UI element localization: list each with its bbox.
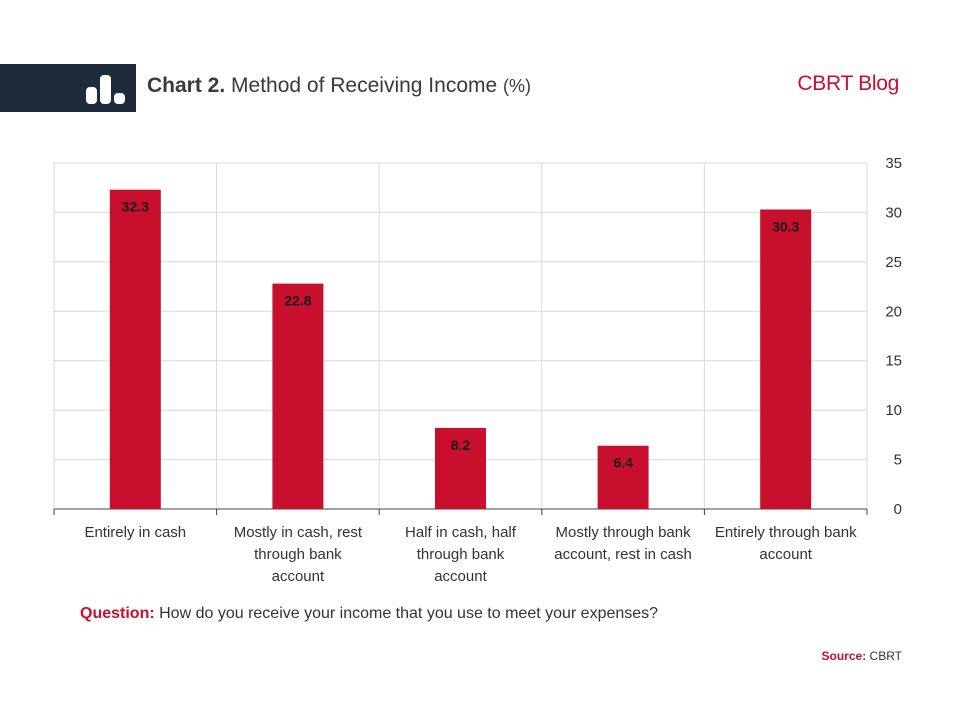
data-label: 30.3 <box>772 218 799 234</box>
bar-chart: 0 5 10 15 20 25 30 35 32.3 Entirely in cash 22.8 Mo… <box>53 155 902 585</box>
category-label: Mostly in cash, rest through bank account <box>234 524 363 585</box>
question-label: Question: <box>80 605 155 622</box>
y-tick-label: 15 <box>885 353 902 370</box>
y-tick-label: 10 <box>885 402 902 419</box>
bar-chart-icon <box>86 75 125 104</box>
bar <box>435 427 486 509</box>
y-tick-label: 5 <box>894 452 902 469</box>
source-text: CBRT <box>869 649 902 663</box>
question-note: Question: How do you receive your income… <box>80 605 658 623</box>
data-label: 32.3 <box>122 199 149 215</box>
chart-title-lead: Chart 2. <box>147 74 226 97</box>
y-tick-label: 35 <box>885 155 902 172</box>
source-label: Source: <box>821 649 867 663</box>
question-text: How do you receive your income that you … <box>159 605 659 622</box>
y-tick-label: 0 <box>894 501 902 518</box>
header-bar <box>0 64 136 112</box>
category-label: Mostly through bank account, rest in cash <box>554 524 692 563</box>
bar <box>272 283 324 509</box>
chart-title-main: Method of Receiving Income <box>231 74 498 97</box>
chart-title: Chart 2. Method of Receiving Income (%) <box>147 74 531 98</box>
data-label: 8.2 <box>451 437 471 453</box>
y-tick-label: 25 <box>885 254 902 271</box>
y-tick-label: 30 <box>885 204 902 221</box>
chart-title-unit: (%) <box>503 76 532 96</box>
source-note: Source: CBRT <box>822 649 902 663</box>
y-tick-label: 20 <box>885 303 902 320</box>
category-label: Entirely through bank account <box>715 524 857 563</box>
data-label: 6.4 <box>613 455 633 471</box>
bar <box>109 189 161 509</box>
data-label: 22.8 <box>284 293 311 309</box>
bar <box>760 209 812 509</box>
category-label: Half in cash, half through bank account <box>405 524 517 585</box>
brand-logo-text: CBRT Blog <box>797 72 899 95</box>
category-label: Entirely in cash <box>84 524 186 541</box>
bar <box>597 445 649 509</box>
